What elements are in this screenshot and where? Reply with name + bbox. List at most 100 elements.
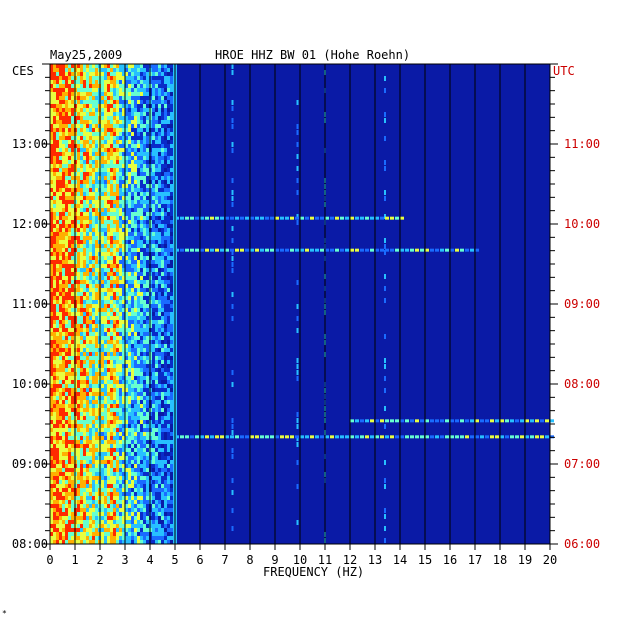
spectrogram-cell [101, 300, 104, 304]
spectrogram-cell [107, 384, 110, 388]
spectrogram-cell [110, 100, 113, 104]
spectrogram-cell [167, 320, 170, 324]
spectrogram-cell [110, 108, 113, 112]
spectrogram-cell [71, 140, 74, 144]
spectrogram-cell [80, 88, 83, 92]
spectrogram-cell [143, 496, 146, 500]
spectrogram-cell [89, 176, 92, 180]
spectrogram-cell [89, 172, 92, 176]
spectrogram-cell [155, 448, 158, 452]
spectrogram-cell [155, 268, 158, 272]
spectrogram-cell [161, 92, 164, 96]
spectrogram-cell [89, 516, 92, 520]
spectrogram-cell [140, 352, 143, 356]
spectrogram-cell [122, 352, 125, 356]
spectrogram-cell [101, 400, 104, 404]
spectrogram-cell [155, 520, 158, 524]
spectrogram-cell [50, 268, 53, 272]
spectrogram-cell [167, 440, 170, 444]
spectrogram-cell [122, 408, 125, 412]
spectrogram-cell [137, 436, 140, 440]
spectrogram-cell [65, 184, 68, 188]
spectrogram-cell [53, 384, 56, 388]
spectrogram-cell [125, 532, 128, 536]
spectrogram-cell [80, 516, 83, 520]
tonal-line-segment [231, 250, 234, 255]
spectrogram-cell [116, 248, 119, 252]
spectrogram-cell [104, 300, 107, 304]
spectrogram-cell [161, 120, 164, 124]
spectrogram-cell [131, 156, 134, 160]
spectrogram-cell [167, 120, 170, 124]
spectrogram-cell [89, 320, 92, 324]
spectrogram-cell [80, 440, 83, 444]
tonal-line-segment [231, 490, 234, 495]
spectrogram-cell [164, 284, 167, 288]
spectrogram-cell [107, 504, 110, 508]
spectrogram-cell [140, 288, 143, 292]
spectrogram-cell [86, 244, 89, 248]
spectrogram-cell [101, 416, 104, 420]
spectrogram-cell [83, 236, 86, 240]
spectrogram-cell [89, 244, 92, 248]
spectrogram-cell [80, 224, 83, 228]
spectrogram-cell [128, 216, 131, 220]
spectrogram-cell [107, 416, 110, 420]
spectrogram-cell [131, 532, 134, 536]
spectrogram-cell [50, 240, 53, 244]
spectrogram-cell [143, 64, 146, 68]
spectrogram-cell [65, 176, 68, 180]
spectrogram-cell [134, 396, 137, 400]
spectrogram-cell [50, 316, 53, 320]
spectrogram-cell [131, 76, 134, 80]
spectrogram-cell [113, 112, 116, 116]
spectrogram-cell [101, 396, 104, 400]
spectrogram-cell [59, 384, 62, 388]
spectrogram-cell [104, 288, 107, 292]
spectrogram-cell [140, 340, 143, 344]
spectrogram-cell [155, 296, 158, 300]
spectrogram-cell [113, 444, 116, 448]
spectrogram-cell [116, 396, 119, 400]
spectrogram-cell [80, 168, 83, 172]
spectrogram-cell [110, 316, 113, 320]
spectrogram-cell [122, 80, 125, 84]
spectrogram-cell [110, 336, 113, 340]
spectrogram-cell [83, 152, 86, 156]
spectrogram-cell [158, 320, 161, 324]
spectrogram-cell [122, 488, 125, 492]
spectrogram-cell [152, 496, 155, 500]
spectrogram-cell [113, 248, 116, 252]
spectrogram-cell [152, 84, 155, 88]
spectrogram-cell [167, 472, 170, 476]
spectrogram-cell [140, 360, 143, 364]
spectrogram-cell [56, 420, 59, 424]
spectrogram-cell [134, 84, 137, 88]
spectrogram-cell [122, 464, 125, 468]
right-axis-label: UTC [553, 64, 575, 78]
spectrogram-cell [146, 204, 149, 208]
spectrogram-cell [95, 216, 98, 220]
spectrogram-cell [62, 328, 65, 332]
spectrogram-cell [143, 68, 146, 72]
spectrogram-cell [83, 264, 86, 268]
spectrogram-cell [140, 148, 143, 152]
spectrogram-cell [140, 480, 143, 484]
spectrogram-cell [62, 508, 65, 512]
spectrogram-cell [107, 316, 110, 320]
spectrogram-cell [131, 332, 134, 336]
spectrogram-cell [95, 184, 98, 188]
spectrogram-cell [50, 392, 53, 396]
spectrogram-cell [77, 264, 80, 268]
spectrogram-cell [68, 124, 71, 128]
spectrogram-cell [65, 448, 68, 452]
spectrogram-cell [131, 404, 134, 408]
spectrogram-cell [119, 488, 122, 492]
spectrogram-cell [56, 208, 59, 212]
spectrogram-cell [110, 76, 113, 80]
spectrogram-cell [125, 292, 128, 296]
spectrogram-cell [56, 336, 59, 340]
spectrogram-cell [83, 116, 86, 120]
spectrogram-cell [107, 436, 110, 440]
spectrogram-cell [125, 372, 128, 376]
